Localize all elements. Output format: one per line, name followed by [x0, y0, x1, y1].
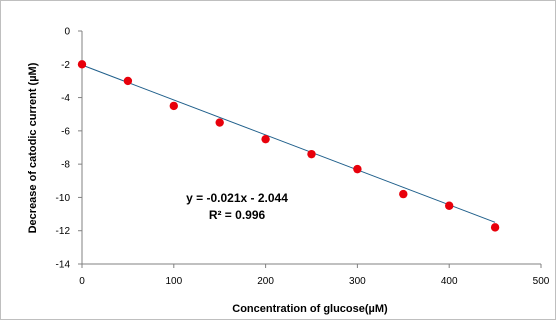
x-tick-label: 200	[257, 276, 274, 287]
x-tick-label: 100	[165, 276, 182, 287]
data-point	[353, 164, 362, 174]
y-tick-label: 0	[64, 27, 70, 38]
x-tick-label: 500	[533, 276, 550, 287]
data-point	[77, 60, 87, 69]
x-tick-label: 300	[349, 276, 366, 287]
x-tick-label: 0	[79, 276, 85, 287]
y-axis-title: Decrease of catodic current (µM)	[27, 62, 39, 233]
axes	[81, 31, 541, 265]
y-tick-label: -8	[61, 160, 70, 171]
data-point	[445, 201, 454, 210]
data-point	[215, 118, 224, 127]
data-point	[123, 76, 133, 86]
data-point	[169, 101, 178, 111]
data-point	[490, 223, 500, 232]
y-tick-label: -10	[56, 193, 71, 204]
data-point	[261, 134, 270, 144]
equation-label: y = -0.021x - 2.044	[186, 191, 288, 205]
data-point	[399, 189, 408, 199]
data-points	[77, 60, 500, 232]
y-tick-label: -4	[61, 93, 70, 104]
data-point	[307, 149, 316, 159]
y-tick-label: -6	[61, 126, 70, 137]
x-tick-label: 400	[441, 276, 458, 287]
y-tick-label: -14	[56, 260, 71, 271]
y-tick-label: -2	[61, 60, 70, 71]
trendline	[81, 64, 496, 223]
y-tick-label: -12	[56, 226, 71, 237]
r-squared-label: R² = 0.996	[209, 208, 266, 222]
x-ticks: 0 100 200 300 400 500	[79, 264, 550, 287]
x-axis-title: Concentration of glucose(µM)	[232, 303, 388, 315]
y-ticks: 0 -2 -4 -6 -8 -10 -12 -14	[56, 27, 82, 271]
